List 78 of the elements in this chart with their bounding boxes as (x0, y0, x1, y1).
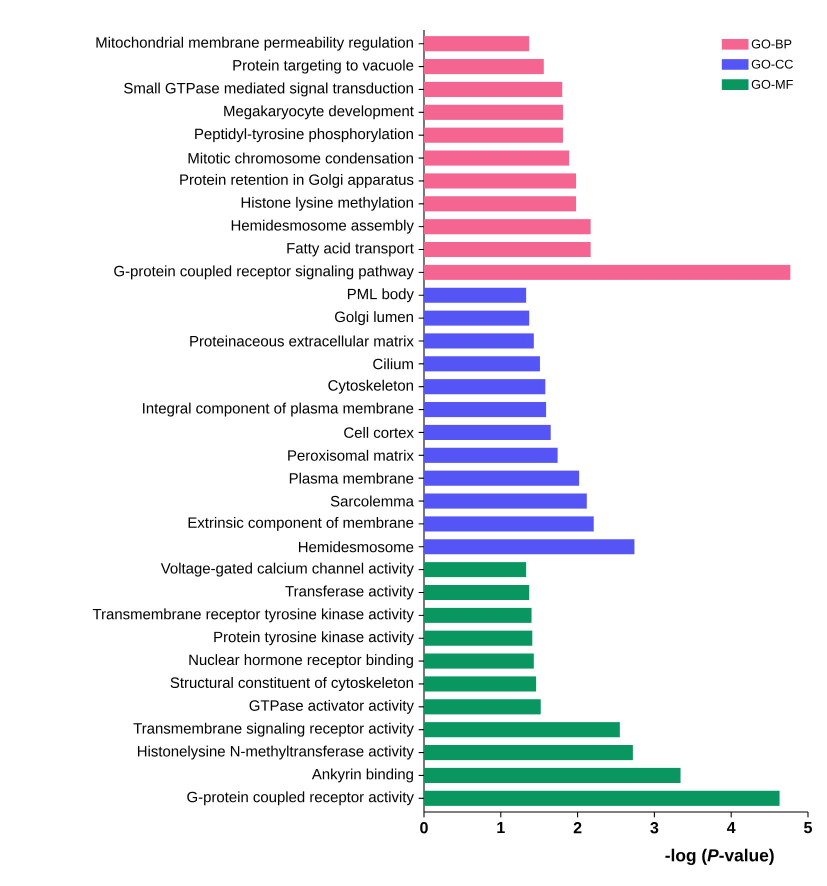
y-tick-label: Histone lysine methylation (242, 196, 413, 211)
legend-label: GO-MF (752, 80, 793, 89)
y-tick-label: Integral component of plasma membrane (143, 402, 414, 417)
bar (424, 128, 563, 143)
bar (424, 379, 546, 394)
y-tick-label: PML body (348, 288, 414, 302)
y-tick-label: Hemidesmosome assembly (232, 220, 414, 234)
y-tick-label: Peroxisomal matrix (288, 450, 414, 461)
y-tick-label: GTPase activator activity (250, 700, 414, 714)
bar (424, 676, 536, 692)
y-tick-label: Transferase activity (285, 586, 414, 600)
y-tick-label: Peptidyl-tyrosine phosphorylation (195, 128, 413, 142)
y-tick-label: Megakaryocyte development (224, 105, 414, 120)
y-tick-label: Transmembrane signaling receptor activity (133, 722, 414, 737)
bar (424, 470, 580, 486)
bar (424, 36, 530, 52)
y-tick-label: Voltage-gated calcium channel activity (160, 562, 414, 577)
bar (424, 356, 540, 372)
y-tick-label: Proteinaceous extracellular matrix (190, 336, 414, 346)
bar (424, 402, 546, 418)
y-tick-label: Fatty acid transport (287, 242, 414, 256)
y-tick-label: Mitotic chromosome condensation (188, 152, 413, 164)
y-tick-label: Cilium (373, 358, 413, 370)
bar (424, 310, 530, 326)
legend-label: GO-BP (752, 40, 792, 48)
bar (424, 424, 551, 440)
x-tick-label: 5 (804, 822, 812, 834)
y-tick-label: Small GTPase mediated signal transduction (124, 82, 413, 96)
bar (424, 584, 530, 600)
y-tick-label: Extrinsic component of membrane (188, 516, 414, 531)
x-tick-label: 2 (574, 822, 582, 834)
x-tick-label: 3 (650, 822, 658, 834)
y-tick-label: G-protein coupled receptor activity (187, 791, 414, 806)
bar (424, 608, 532, 623)
x-tick-label: 0 (420, 822, 428, 834)
bar (424, 768, 680, 783)
bar (424, 219, 591, 234)
y-tick-label: Cell cortex (344, 426, 414, 438)
bar (424, 539, 634, 554)
y-tick-label: Nuclear hormone receptor binding (189, 654, 413, 668)
y-tick-label: G-protein coupled receptor signaling pathway (114, 265, 414, 280)
bar (424, 264, 790, 280)
bar (424, 333, 534, 349)
y-tick-label: Protein retention in Golgi apparatus (180, 174, 414, 188)
bar (424, 493, 587, 509)
legend-label: GO-CC (752, 60, 793, 69)
y-tick-label: Structural constituent of cytoskeleton (170, 677, 413, 691)
bar (424, 288, 526, 303)
x-axis-title: -log (P-value) (665, 848, 774, 865)
y-tick-label: Ankyrin binding (312, 768, 413, 782)
bar (424, 790, 780, 806)
y-tick-label: Plasma membrane (290, 472, 414, 484)
bar (424, 242, 591, 258)
y-tick-label: Sarcolemma (330, 496, 414, 507)
bar (424, 196, 576, 212)
y-tick-label: Protein tyrosine kinase activity (214, 631, 414, 646)
y-tick-label: Protein targeting to vacuole (233, 60, 414, 74)
bar (424, 654, 534, 669)
bar (424, 104, 563, 120)
x-tick-label: 1 (497, 822, 505, 834)
bar (424, 82, 562, 97)
bar (424, 448, 558, 463)
bar (424, 59, 544, 74)
y-tick-label: Histonelysine N-methyltransferase activity (138, 746, 414, 760)
bar (424, 722, 620, 738)
bar (424, 516, 594, 532)
y-tick-label: Hemidesmosome (299, 541, 414, 552)
bar (424, 745, 633, 760)
y-tick-label: Mitochondrial membrane permeability regulation (96, 36, 413, 51)
bar (424, 630, 532, 646)
x-tick-label: 4 (726, 822, 736, 834)
y-tick-label: Golgi lumen (335, 311, 413, 326)
y-tick-label: Transmembrane receptor tyrosine kinase activity (92, 608, 414, 622)
bar (424, 699, 541, 714)
y-tick-label: Cytoskeleton (328, 380, 413, 394)
bar (424, 173, 576, 188)
bar (424, 562, 526, 578)
bar (424, 150, 570, 166)
